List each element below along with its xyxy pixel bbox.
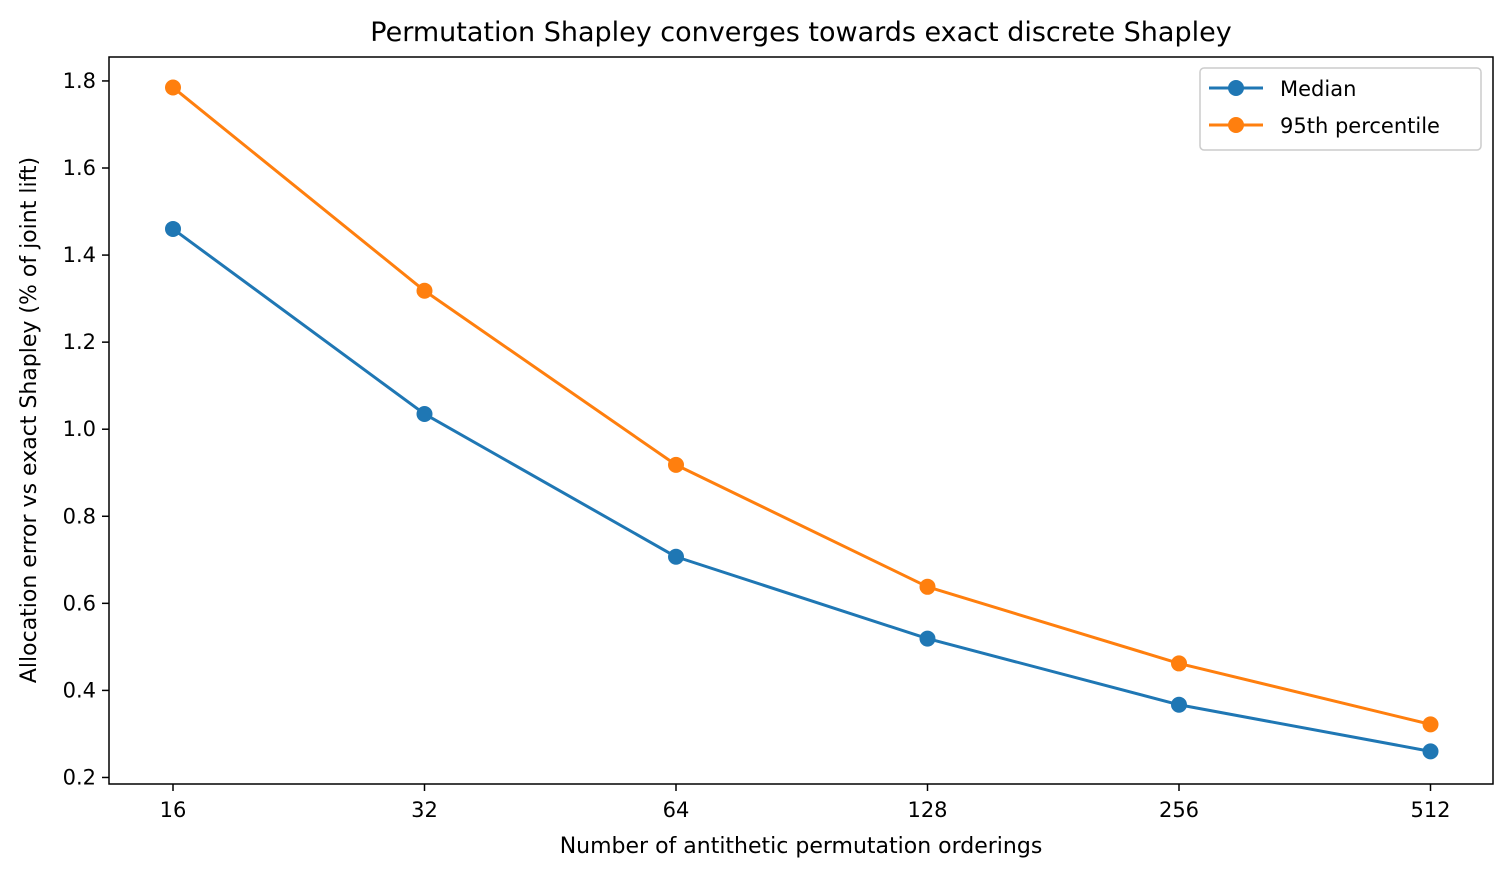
y-tick-label: 1.6 — [63, 156, 96, 180]
x-tick-label: 16 — [160, 798, 187, 822]
data-point — [919, 578, 936, 595]
legend-label: Median — [1280, 77, 1356, 101]
data-point — [668, 548, 684, 565]
data-point — [165, 79, 181, 96]
data-point — [668, 456, 684, 473]
y-tick-label: 0.8 — [63, 504, 96, 528]
data-point — [1422, 716, 1439, 733]
axes-frame — [108, 56, 1494, 785]
series-95th-percentile — [165, 79, 1439, 733]
chart-title: Permutation Shapley converges towards ex… — [370, 17, 1231, 48]
legend-box — [1199, 67, 1482, 151]
series-line — [172, 227, 1431, 753]
x-tick-label: 512 — [1410, 798, 1450, 822]
data-point — [919, 630, 936, 647]
x-tick-label: 128 — [907, 798, 947, 822]
y-axis-label: Allocation error vs exact Shapley (% of … — [17, 157, 42, 683]
y-axis: 0.2 0.4 0.6 0.8 1.0 1.2 1.4 1.6 1.8 — [63, 69, 109, 789]
data-point — [165, 220, 181, 237]
data-point — [1171, 696, 1187, 713]
series-line — [172, 86, 1431, 726]
legend: Median 95th percentile — [1199, 67, 1482, 151]
series-median — [165, 220, 1439, 760]
legend-item: 95th percentile — [1209, 114, 1440, 138]
data-point — [1171, 655, 1187, 672]
data-point — [416, 405, 433, 422]
x-tick-label: 32 — [411, 798, 438, 822]
y-tick-label: 0.2 — [63, 765, 96, 789]
y-tick-label: 1.8 — [63, 69, 96, 93]
x-axis: 16 32 64 128 256 512 — [160, 784, 1451, 822]
y-tick-label: 0.6 — [63, 591, 96, 615]
legend-marker — [1228, 117, 1244, 133]
x-tick-label: 256 — [1159, 798, 1199, 822]
y-tick-label: 0.4 — [63, 678, 96, 702]
x-tick-label: 64 — [663, 798, 690, 822]
legend-marker — [1228, 80, 1244, 96]
data-point — [1422, 743, 1439, 760]
data-point — [416, 282, 433, 299]
y-tick-label: 1.2 — [63, 330, 96, 354]
legend-item: Median — [1209, 77, 1356, 101]
y-tick-label: 1.0 — [63, 417, 96, 441]
x-axis-label: Number of antithetic permutation orderin… — [560, 834, 1043, 859]
legend-label: 95th percentile — [1280, 114, 1440, 138]
plot-area — [165, 79, 1439, 760]
y-tick-label: 1.4 — [63, 243, 96, 267]
